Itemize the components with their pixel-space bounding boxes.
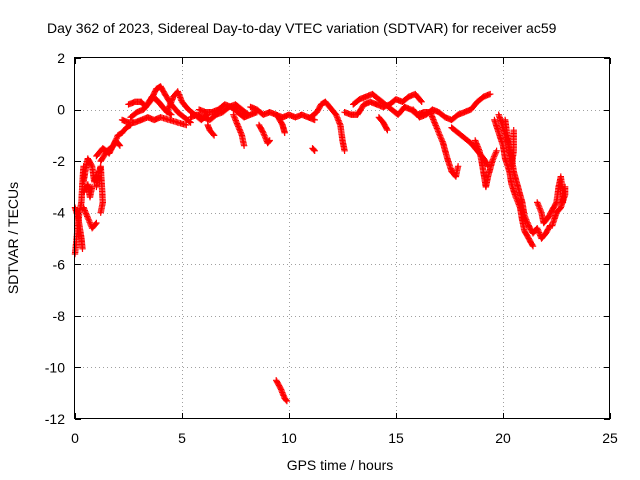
x-tick-label: 20 [495, 430, 511, 446]
data-point-markers [80, 204, 100, 232]
data-series-segment [472, 137, 500, 191]
data-point-markers [375, 114, 391, 134]
data-point-markers [549, 183, 569, 229]
data-series-segment [409, 90, 494, 124]
data-series-segment [93, 163, 106, 216]
data-series-segment [501, 116, 517, 170]
data-point-markers [491, 116, 537, 250]
data-series-segment [491, 116, 537, 250]
data-series-segment [273, 377, 291, 405]
data-series-segment [427, 109, 462, 180]
data-series-segment [187, 101, 252, 124]
data-point-markers [195, 101, 261, 121]
x-tick-label: 25 [602, 430, 618, 446]
y-tick-label: -4 [53, 205, 66, 221]
data-point-markers [255, 121, 273, 147]
data-series-segment [204, 121, 218, 139]
data-series-segment [549, 183, 569, 229]
data-series-segment [230, 111, 248, 149]
y-tick-label: -12 [45, 411, 65, 427]
data-point-markers [309, 145, 318, 154]
data-series-segment [80, 204, 100, 232]
data-point-markers [275, 114, 288, 136]
data-point-markers [118, 114, 190, 129]
data-point-markers [93, 137, 124, 160]
y-tick-label: 2 [57, 50, 65, 66]
x-tick-label: 15 [388, 430, 404, 446]
data-point-markers [80, 181, 96, 201]
data-series-segment [307, 98, 348, 154]
data-point-markers [230, 111, 248, 149]
data-series-segment [255, 121, 273, 147]
data-series-segment [118, 114, 190, 129]
data-point-markers [307, 98, 348, 154]
y-tick-label: -6 [53, 256, 66, 272]
y-tick-label: -10 [45, 359, 65, 375]
plot-frame [74, 57, 610, 419]
x-axis-label: GPS time / hours [287, 457, 394, 473]
chart-title: Day 362 of 2023, Sidereal Day-to-day VTE… [47, 20, 557, 36]
data-point-markers [472, 137, 500, 191]
x-tick-label: 10 [281, 430, 297, 446]
x-tick-label: 0 [71, 430, 79, 446]
data-point-markers [501, 116, 517, 170]
data-series-segment [93, 137, 124, 160]
data-series-segment [275, 114, 288, 136]
y-axis-label: SDTVAR / TECUs [5, 182, 21, 294]
data-point-markers [427, 109, 462, 180]
grid [75, 58, 610, 419]
data-point-markers [273, 377, 291, 405]
data-point-markers [409, 90, 494, 124]
data-series-segment [375, 114, 391, 134]
data-point-markers [93, 163, 106, 216]
data-point-markers [187, 101, 252, 124]
data-series-segment [195, 101, 261, 121]
y-tick-label: 0 [57, 102, 65, 118]
y-tick-label: -8 [53, 308, 66, 324]
data-marks [71, 83, 569, 405]
data-series-segment [80, 181, 96, 201]
data-point-markers [204, 121, 218, 139]
y-tick-label: -2 [53, 153, 66, 169]
x-tick-label: 5 [178, 430, 186, 446]
data-series-segment [309, 145, 318, 154]
